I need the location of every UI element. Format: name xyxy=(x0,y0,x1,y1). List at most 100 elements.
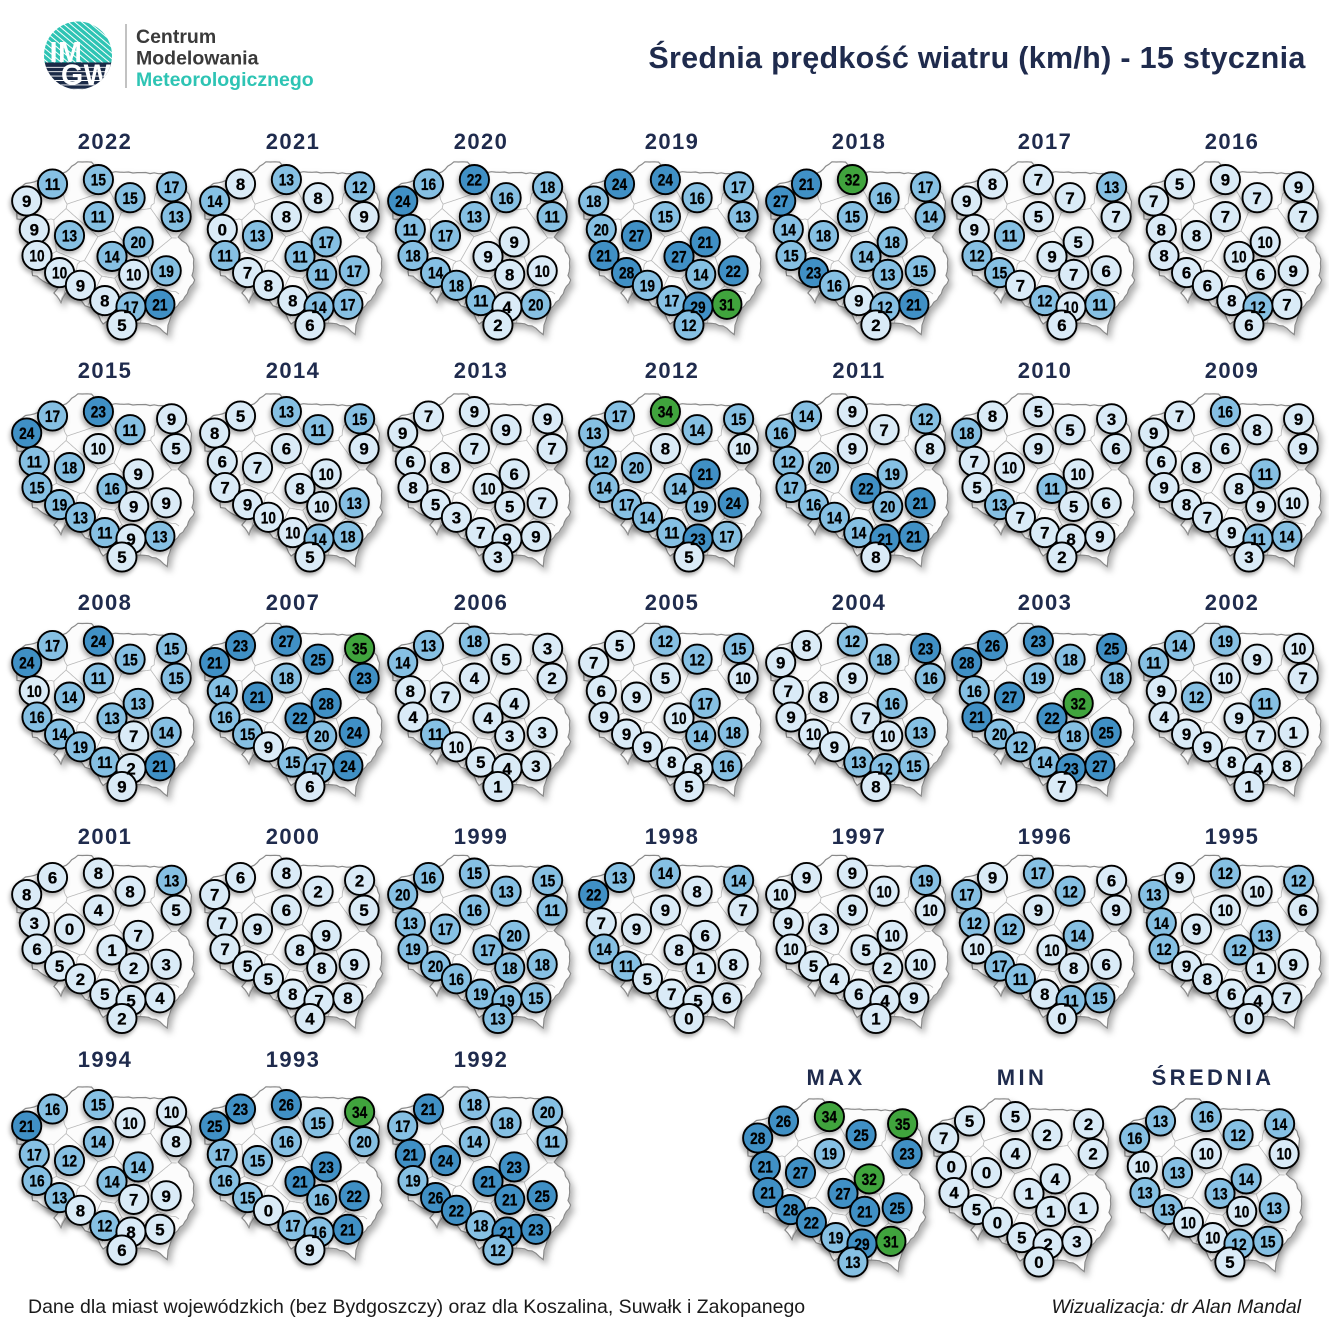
svg-text:17: 17 xyxy=(783,479,798,498)
svg-text:5: 5 xyxy=(117,548,126,567)
svg-text:31: 31 xyxy=(883,1232,898,1251)
svg-text:8: 8 xyxy=(871,778,880,797)
svg-text:23: 23 xyxy=(1031,632,1046,651)
svg-text:9: 9 xyxy=(359,440,368,459)
svg-text:9: 9 xyxy=(632,688,641,707)
svg-text:Dane dla miast wojewódzkich (b: Dane dla miast wojewódzkich (bez Bydgosz… xyxy=(28,1296,805,1318)
svg-text:23: 23 xyxy=(91,403,106,422)
svg-text:14: 14 xyxy=(851,524,867,543)
svg-text:4: 4 xyxy=(502,760,512,779)
svg-text:16: 16 xyxy=(877,189,892,208)
svg-text:11: 11 xyxy=(1044,480,1059,499)
svg-text:14: 14 xyxy=(640,508,656,527)
svg-text:11: 11 xyxy=(1092,295,1107,314)
svg-text:3: 3 xyxy=(452,508,461,527)
svg-text:9: 9 xyxy=(661,901,670,920)
svg-text:7: 7 xyxy=(220,940,229,959)
svg-text:12: 12 xyxy=(62,1152,77,1171)
svg-text:9: 9 xyxy=(1192,920,1201,939)
svg-text:14: 14 xyxy=(428,264,444,283)
svg-text:16: 16 xyxy=(449,970,464,989)
svg-text:29: 29 xyxy=(854,1235,869,1254)
svg-text:11: 11 xyxy=(403,220,418,239)
svg-text:17: 17 xyxy=(959,886,974,905)
svg-text:13: 13 xyxy=(104,709,119,728)
svg-text:19: 19 xyxy=(73,738,88,757)
svg-text:21: 21 xyxy=(499,1223,514,1242)
svg-text:2: 2 xyxy=(883,959,892,978)
svg-text:7: 7 xyxy=(784,682,793,701)
svg-text:10: 10 xyxy=(1231,248,1246,267)
svg-text:Średnia prędkość wiatru (km/h): Średnia prędkość wiatru (km/h) - 15 styc… xyxy=(648,39,1306,75)
svg-text:7: 7 xyxy=(939,1129,948,1148)
svg-text:8: 8 xyxy=(126,1223,135,1242)
svg-text:2: 2 xyxy=(1057,548,1066,567)
svg-text:7: 7 xyxy=(470,440,479,459)
svg-text:8: 8 xyxy=(925,440,934,459)
svg-text:4: 4 xyxy=(408,708,418,727)
svg-text:7: 7 xyxy=(1298,208,1307,227)
svg-text:11: 11 xyxy=(1146,654,1161,673)
svg-text:13: 13 xyxy=(1258,927,1273,946)
svg-text:9: 9 xyxy=(126,530,135,549)
svg-text:17: 17 xyxy=(992,957,1007,976)
svg-text:7: 7 xyxy=(1256,727,1265,746)
svg-text:13: 13 xyxy=(499,882,514,901)
svg-text:14: 14 xyxy=(467,1133,483,1152)
svg-text:22: 22 xyxy=(1044,709,1059,728)
svg-text:12: 12 xyxy=(1002,920,1017,939)
svg-text:24: 24 xyxy=(340,757,356,776)
svg-text:1992: 1992 xyxy=(454,1047,509,1072)
svg-text:5: 5 xyxy=(431,496,440,515)
svg-text:27: 27 xyxy=(835,1185,850,1204)
svg-text:5: 5 xyxy=(972,479,981,498)
svg-text:0: 0 xyxy=(993,1213,1002,1232)
svg-text:5: 5 xyxy=(1074,233,1083,252)
svg-text:7: 7 xyxy=(1040,524,1049,543)
svg-text:14: 14 xyxy=(827,508,843,527)
svg-text:0: 0 xyxy=(947,1157,956,1176)
svg-text:ŚREDNIA: ŚREDNIA xyxy=(1152,1065,1275,1090)
svg-text:16: 16 xyxy=(773,424,788,443)
svg-text:3: 3 xyxy=(543,639,552,658)
svg-text:2020: 2020 xyxy=(454,129,509,154)
svg-text:8: 8 xyxy=(1069,959,1078,978)
svg-text:7: 7 xyxy=(1252,189,1261,208)
svg-text:12: 12 xyxy=(1156,940,1171,959)
svg-text:18: 18 xyxy=(816,227,831,246)
svg-text:14: 14 xyxy=(1239,1170,1255,1189)
svg-text:6: 6 xyxy=(1111,440,1120,459)
svg-text:7: 7 xyxy=(220,479,229,498)
svg-text:IM: IM xyxy=(50,37,83,69)
svg-text:2: 2 xyxy=(76,970,85,989)
svg-text:17: 17 xyxy=(285,1217,300,1236)
svg-text:5: 5 xyxy=(1011,1108,1020,1127)
svg-text:6: 6 xyxy=(1102,494,1111,513)
svg-text:2021: 2021 xyxy=(266,129,321,154)
svg-text:2006: 2006 xyxy=(454,590,509,615)
svg-text:8: 8 xyxy=(1192,227,1201,246)
svg-text:12: 12 xyxy=(1218,864,1233,883)
svg-text:8: 8 xyxy=(171,1133,180,1152)
svg-text:11: 11 xyxy=(123,421,138,440)
svg-text:25: 25 xyxy=(890,1199,905,1218)
svg-text:17: 17 xyxy=(1031,864,1046,883)
svg-text:21: 21 xyxy=(969,708,984,727)
svg-text:23: 23 xyxy=(1063,760,1078,779)
svg-text:1: 1 xyxy=(1244,778,1253,797)
svg-text:9: 9 xyxy=(305,1241,314,1260)
svg-text:10: 10 xyxy=(1291,639,1306,658)
svg-text:14: 14 xyxy=(1172,637,1188,656)
svg-text:7: 7 xyxy=(1175,407,1184,426)
svg-text:2: 2 xyxy=(355,871,364,890)
svg-text:13: 13 xyxy=(169,208,184,227)
svg-text:13: 13 xyxy=(403,914,418,933)
svg-text:31: 31 xyxy=(719,295,734,314)
svg-text:9: 9 xyxy=(599,708,608,727)
svg-text:13: 13 xyxy=(164,871,179,890)
svg-text:13: 13 xyxy=(279,171,294,190)
svg-text:14: 14 xyxy=(1071,927,1087,946)
svg-text:9: 9 xyxy=(854,292,863,311)
svg-text:7: 7 xyxy=(1069,266,1078,285)
svg-text:9: 9 xyxy=(1182,725,1191,744)
